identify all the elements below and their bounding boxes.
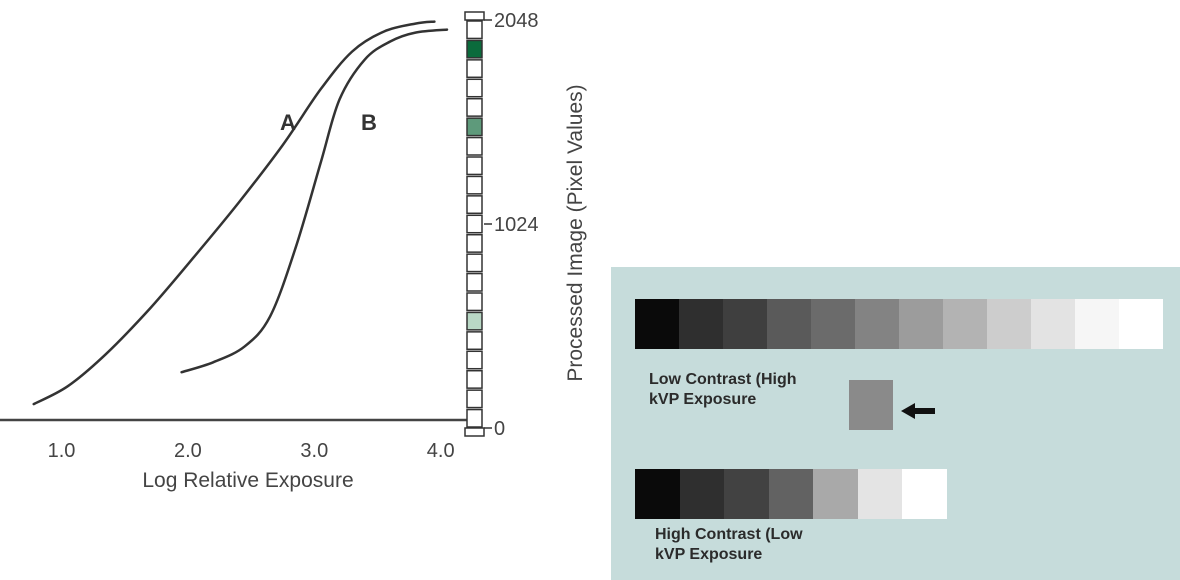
pixel-scale-cell xyxy=(466,408,483,428)
pixel-scale-cell xyxy=(466,233,483,253)
low-contrast-step xyxy=(1031,299,1075,349)
pixel-scale-cell xyxy=(466,292,483,312)
pixel-scale-cell xyxy=(466,253,483,273)
pixel-scale-cell-highlighted xyxy=(466,39,483,59)
pixel-scale-cell xyxy=(466,195,483,215)
low-contrast-step xyxy=(635,299,679,349)
pixel-scale-cell xyxy=(466,78,483,98)
high-contrast-step xyxy=(768,469,813,519)
high-contrast-gray-scale xyxy=(635,469,947,519)
x-tick-label: 3.0 xyxy=(300,440,328,462)
sample-gray-patch xyxy=(849,380,893,430)
low-contrast-step xyxy=(811,299,855,349)
pixel-scale-cell xyxy=(466,175,483,195)
pixel-scale-cell xyxy=(466,136,483,156)
y-tick-label: 2048 xyxy=(494,10,539,32)
low-contrast-step xyxy=(1119,299,1163,349)
x-tick-label: 1.0 xyxy=(48,440,76,462)
x-tick-label: 4.0 xyxy=(427,440,455,462)
high-contrast-step xyxy=(857,469,902,519)
high-contrast-step xyxy=(724,469,769,519)
low-contrast-step xyxy=(855,299,899,349)
curve-a xyxy=(32,20,436,406)
high-contrast-step xyxy=(635,469,680,519)
pixel-scale-cell xyxy=(466,156,483,176)
low-contrast-step xyxy=(899,299,943,349)
pixel-scale-cap xyxy=(464,11,485,21)
curve-label-b: B xyxy=(361,110,377,135)
pixel-scale-cell xyxy=(466,331,483,351)
high-contrast-step xyxy=(813,469,858,519)
x-axis-title: Log Relative Exposure xyxy=(142,469,353,492)
pixel-scale-cell xyxy=(466,20,483,40)
y-tick-label: 1024 xyxy=(494,214,539,236)
x-tick-label: 2.0 xyxy=(174,440,202,462)
high-contrast-step xyxy=(679,469,724,519)
low-contrast-step xyxy=(987,299,1031,349)
pixel-scale-cell-highlighted xyxy=(466,117,483,137)
curve-label-a: A xyxy=(280,110,296,135)
pixel-scale-cell-highlighted xyxy=(466,311,483,331)
low-contrast-gray-scale xyxy=(635,299,1163,349)
pixel-scale-cell xyxy=(466,350,483,370)
low-contrast-step xyxy=(1075,299,1119,349)
high-contrast-label: High Contrast (Low kVP Exposure xyxy=(655,526,803,563)
pixel-scale-cell xyxy=(466,272,483,292)
high-contrast-step xyxy=(902,469,947,519)
curve-b xyxy=(180,28,449,374)
low-contrast-label: Low Contrast (High kVP Exposure xyxy=(649,371,797,408)
low-contrast-step xyxy=(723,299,767,349)
y-tick-label: 0 xyxy=(494,418,505,440)
low-contrast-step xyxy=(767,299,811,349)
left-arrow-icon xyxy=(901,403,935,419)
y-axis-title: Processed Image (Pixel Values) xyxy=(564,84,587,382)
pixel-scale-cell xyxy=(466,389,483,409)
pixel-scale-base xyxy=(464,427,485,437)
pixel-scale-cell xyxy=(466,97,483,117)
pixel-scale-cell xyxy=(466,214,483,234)
pixel-scale-cell xyxy=(466,59,483,79)
contrast-comparison-panel: Low Contrast (High kVP Exposure High Con… xyxy=(611,267,1180,580)
low-contrast-step xyxy=(679,299,723,349)
low-contrast-step xyxy=(943,299,987,349)
pixel-scale-cell xyxy=(466,369,483,389)
